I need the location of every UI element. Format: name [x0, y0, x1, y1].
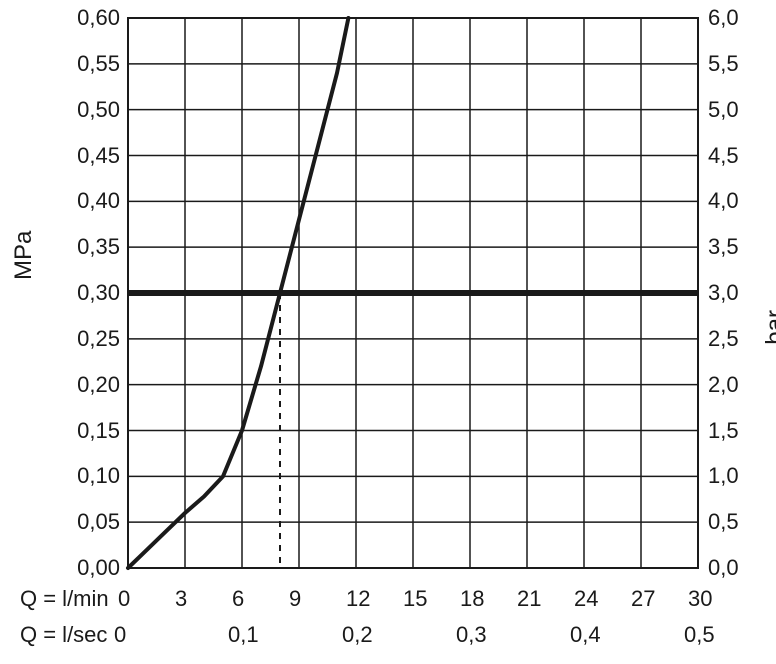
- y-left-tick: 0,00: [60, 555, 120, 581]
- x-tick-lmin: 9: [289, 586, 301, 612]
- x-tick-lmin: 30: [688, 586, 712, 612]
- y-right-tick: 1,0: [708, 463, 758, 489]
- y-right-tick: 5,0: [708, 97, 758, 123]
- y-left-tick: 0,40: [60, 188, 120, 214]
- x-tick-lmin: 0: [118, 586, 130, 612]
- y-right-tick: 0,5: [708, 509, 758, 535]
- y-left-tick: 0,45: [60, 143, 120, 169]
- x-axis-label-lsec: Q = l/sec: [20, 622, 107, 648]
- x-tick-lsec: 0,5: [684, 622, 715, 648]
- x-tick-lsec: 0,2: [342, 622, 373, 648]
- x-tick-lsec: 0,3: [456, 622, 487, 648]
- y-right-tick: 0,0: [708, 555, 758, 581]
- y-left-tick: 0,25: [60, 326, 120, 352]
- y-left-tick: 0,35: [60, 234, 120, 260]
- x-tick-lmin: 15: [403, 586, 427, 612]
- x-tick-lsec: 0: [114, 622, 126, 648]
- x-tick-lmin: 3: [175, 586, 187, 612]
- x-tick-lmin: 12: [346, 586, 370, 612]
- x-tick-lsec: 0,4: [570, 622, 601, 648]
- y-right-tick: 6,0: [708, 5, 758, 31]
- chart-container: MPa bar 0,000,050,100,150,200,250,300,35…: [0, 0, 776, 664]
- y-left-tick: 0,05: [60, 509, 120, 535]
- y-left-tick: 0,50: [60, 97, 120, 123]
- y-right-tick: 1,5: [708, 418, 758, 444]
- y-right-tick: 3,0: [708, 280, 758, 306]
- x-axis-label-lmin: Q = l/min: [20, 586, 109, 612]
- x-tick-lsec: 0,1: [228, 622, 259, 648]
- y-left-tick: 0,15: [60, 418, 120, 444]
- y-right-tick: 2,0: [708, 372, 758, 398]
- y-left-tick: 0,10: [60, 463, 120, 489]
- y-right-tick: 5,5: [708, 51, 758, 77]
- x-tick-lmin: 18: [460, 586, 484, 612]
- x-tick-lmin: 6: [232, 586, 244, 612]
- y-left-tick: 0,20: [60, 372, 120, 398]
- y-right-tick: 2,5: [708, 326, 758, 352]
- y-left-tick: 0,60: [60, 5, 120, 31]
- y-right-tick: 4,5: [708, 143, 758, 169]
- x-tick-lmin: 21: [517, 586, 541, 612]
- y-right-tick: 3,5: [708, 234, 758, 260]
- y-right-tick: 4,0: [708, 188, 758, 214]
- y-left-tick: 0,30: [60, 280, 120, 306]
- x-tick-lmin: 24: [574, 586, 598, 612]
- x-tick-lmin: 27: [631, 586, 655, 612]
- y-left-tick: 0,55: [60, 51, 120, 77]
